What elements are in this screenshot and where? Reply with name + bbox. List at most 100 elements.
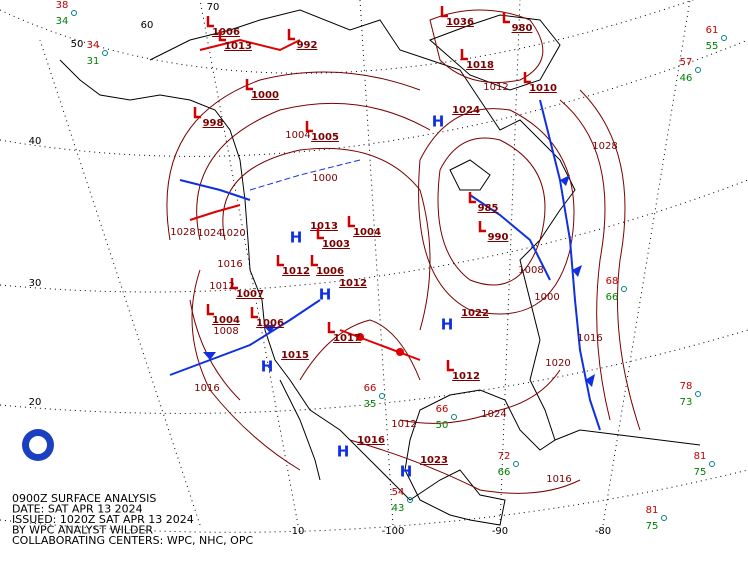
warm-front bbox=[189, 204, 241, 221]
caption-line: 0900Z SURFACE ANALYSIS bbox=[12, 492, 156, 505]
front-barb bbox=[356, 333, 364, 341]
low-marker bbox=[276, 255, 284, 267]
low-marker bbox=[460, 49, 468, 61]
grid-line bbox=[0, 0, 695, 74]
station-dewpoint: 50 bbox=[436, 420, 449, 431]
station-dewpoint: 75 bbox=[694, 467, 707, 478]
trough bbox=[249, 159, 361, 191]
high-pressure: 1013 bbox=[310, 221, 338, 232]
station-circle bbox=[102, 50, 108, 56]
low-marker bbox=[523, 72, 531, 84]
station-dewpoint: 55 bbox=[706, 41, 719, 52]
isobar-label: 1004 bbox=[285, 130, 310, 141]
low-marker bbox=[305, 121, 313, 133]
station-dewpoint: 43 bbox=[392, 503, 405, 514]
front-barb bbox=[572, 265, 582, 277]
high-symbol: H bbox=[400, 463, 413, 481]
latitude-label: 30 bbox=[29, 278, 42, 289]
low-marker bbox=[250, 307, 258, 319]
station-dewpoint: 75 bbox=[646, 521, 659, 532]
low-pressure: 1012 bbox=[452, 371, 480, 382]
low-pressure: 980 bbox=[512, 23, 533, 34]
low-pressure: 998 bbox=[203, 118, 224, 129]
station-temperature: 78 bbox=[680, 381, 693, 392]
station-dewpoint: 66 bbox=[606, 292, 619, 303]
isobar-label: 1016 bbox=[577, 333, 602, 344]
station-circle bbox=[451, 414, 457, 420]
isobar bbox=[166, 71, 421, 241]
caption-line: DATE: SAT APR 13 2024 bbox=[12, 503, 143, 516]
high-symbol: H bbox=[337, 443, 350, 461]
isobar-label: 1024 bbox=[197, 228, 222, 239]
station-temperature: 57 bbox=[680, 57, 693, 68]
low-marker bbox=[206, 304, 214, 316]
isobar bbox=[196, 102, 431, 241]
low-pressure: 1007 bbox=[236, 289, 264, 300]
caption-line: ISSUED: 1020Z SAT APR 13 2024 bbox=[12, 513, 194, 526]
caption-line: BY WPC ANALYST WILDER bbox=[12, 524, 153, 537]
isobar-label: 1008 bbox=[518, 265, 543, 276]
station-circle bbox=[71, 10, 77, 16]
low-marker bbox=[287, 29, 295, 41]
isobar bbox=[299, 319, 421, 381]
fronts bbox=[169, 38, 601, 431]
isobar bbox=[191, 269, 301, 471]
front-barb bbox=[396, 348, 404, 356]
isobar bbox=[559, 99, 611, 421]
front-barb bbox=[203, 352, 216, 360]
front-barb bbox=[560, 175, 570, 186]
high-pressure: 1016 bbox=[357, 435, 385, 446]
high-symbol: H bbox=[290, 229, 303, 247]
cold-front bbox=[469, 194, 551, 281]
latitude-label: 20 bbox=[29, 397, 42, 408]
low-marker bbox=[230, 278, 238, 290]
low-pressure: 1004 bbox=[212, 315, 240, 326]
low-marker bbox=[218, 30, 226, 42]
station-temperature: 68 bbox=[606, 276, 619, 287]
isobar-label: 1012 bbox=[391, 419, 416, 430]
grid-line bbox=[0, 469, 748, 533]
noaa-logo bbox=[22, 429, 54, 461]
isobar bbox=[429, 9, 544, 83]
isobar-label: 1016 bbox=[194, 383, 219, 394]
grid-line bbox=[199, 0, 299, 526]
low-marker bbox=[446, 360, 454, 372]
latitude-label: 50 bbox=[71, 39, 84, 50]
low-marker bbox=[206, 16, 214, 28]
isobar-label: 1020 bbox=[220, 228, 245, 239]
isobar bbox=[399, 369, 561, 424]
station-circle bbox=[661, 515, 667, 521]
low-pressure: 1006 bbox=[256, 318, 284, 329]
front-barb bbox=[263, 325, 276, 333]
grid-line bbox=[39, 39, 201, 526]
low-pressure: 1036 bbox=[446, 17, 474, 28]
isobar-label: 1020 bbox=[545, 358, 570, 369]
grid-line bbox=[0, 179, 748, 293]
isobar bbox=[579, 89, 641, 431]
caption-line: COLLABORATING CENTERS: WPC, NHC, OPC bbox=[12, 534, 253, 547]
station-circle bbox=[709, 461, 715, 467]
isobar-label: 1016 bbox=[217, 259, 242, 270]
baja-coast bbox=[279, 379, 321, 481]
graticule bbox=[0, 0, 748, 533]
high-pressure: 1023 bbox=[420, 455, 448, 466]
low-pressure: 1000 bbox=[251, 90, 279, 101]
longitude-label: -90 bbox=[492, 526, 508, 537]
high-symbol: H bbox=[319, 286, 332, 304]
station-temperature: 66 bbox=[436, 404, 449, 415]
lake bbox=[449, 159, 491, 191]
low-marker bbox=[478, 221, 486, 233]
warm-front bbox=[199, 38, 301, 52]
station-dewpoint: 31 bbox=[87, 56, 100, 67]
station-circle bbox=[721, 35, 727, 41]
cold-front bbox=[179, 179, 251, 201]
station-circle bbox=[695, 67, 701, 73]
low-pressure: 1004 bbox=[353, 227, 381, 238]
low-marker bbox=[245, 79, 253, 91]
isobar-label: 1000 bbox=[312, 173, 337, 184]
isobar-label: 1012 bbox=[209, 281, 234, 292]
isobar-label: 1016 bbox=[546, 474, 571, 485]
station-circle bbox=[621, 286, 627, 292]
